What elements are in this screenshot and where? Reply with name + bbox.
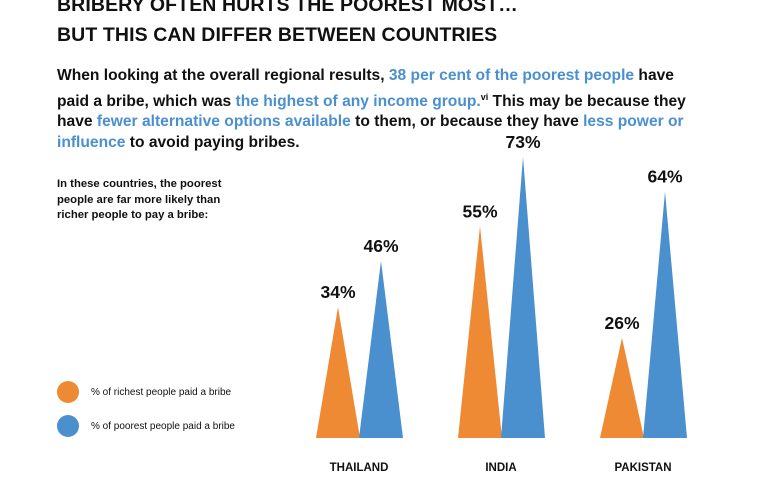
legend-item-richest: % of richest people paid a bribe <box>57 381 231 403</box>
value-label-pakistan-poorest: 64% <box>647 167 682 187</box>
value-label-thailand-richest: 34% <box>320 282 355 302</box>
title-line-2: BUT THIS CAN DIFFER BETWEEN COUNTRIES <box>57 24 498 46</box>
title-line-1: BRIBERY OFTEN HURTS THE POOREST MOST… <box>57 0 518 16</box>
intro-highlight-4: less power or influence <box>57 113 684 151</box>
category-label-india: INDIA <box>485 462 516 474</box>
intro-footnote-ref: vi <box>480 91 489 102</box>
bar-thailand-richest <box>316 307 360 438</box>
bar-india-richest <box>458 226 502 438</box>
legend-label-poorest: % of poorest people paid a bribe <box>91 420 235 432</box>
intro-highlight-3: fewer alternative options available <box>96 113 351 131</box>
legend-dot-richest <box>57 381 79 403</box>
legend-dot-poorest <box>57 415 79 437</box>
category-label-thailand: THAILAND <box>330 462 389 474</box>
bar-india-poorest <box>501 156 545 438</box>
value-label-india-poorest: 73% <box>505 132 540 152</box>
value-label-india-richest: 55% <box>462 201 497 221</box>
bar-thailand-poorest <box>359 260 403 438</box>
legend-label-richest: % of richest people paid a bribe <box>91 386 232 398</box>
intro-paragraph: When looking at the overall regional res… <box>57 66 697 153</box>
intro-text-1: When looking at the overall regional res… <box>57 67 389 84</box>
category-label-pakistan: PAKISTAN <box>614 462 671 474</box>
intro-highlight-2: the highest of any income group. <box>235 92 481 110</box>
intro-text-5: to avoid paying bribes. <box>125 133 300 151</box>
intro-text-2: have paid a bribe, which was <box>57 67 674 110</box>
value-label-thailand-poorest: 46% <box>363 236 398 256</box>
value-label-pakistan-richest: 26% <box>604 313 639 333</box>
bar-pakistan-poorest <box>643 191 687 438</box>
bar-pakistan-richest <box>600 337 644 438</box>
intro-text-4: to them, or because they have <box>350 113 584 131</box>
chart-note: In these countries, the poorest people a… <box>57 178 222 221</box>
intro-text-3: This may be because they have <box>57 92 686 131</box>
legend-item-poorest: % of poorest people paid a bribe <box>57 415 235 437</box>
intro-highlight-1: 38 per cent of the poorest people <box>388 67 635 84</box>
